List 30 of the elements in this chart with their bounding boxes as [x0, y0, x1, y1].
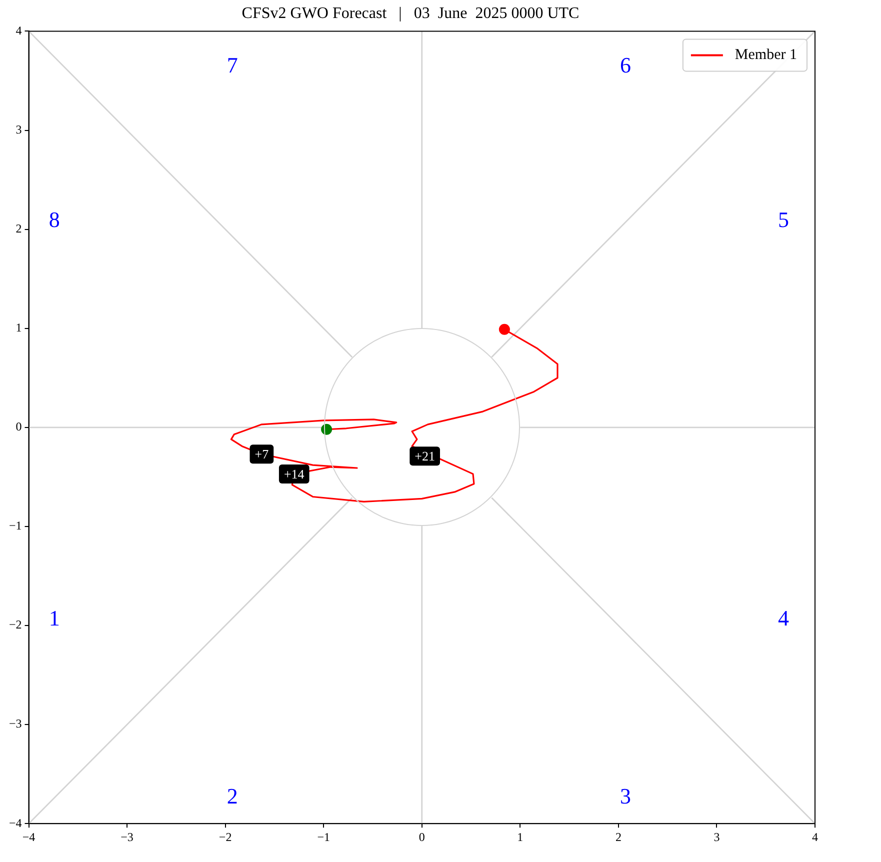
y-tick-label: 1	[16, 320, 22, 335]
annotation: 7	[226, 52, 238, 78]
x-tick-label: −2	[218, 830, 232, 844]
annotation: +21	[414, 448, 436, 464]
y-tick-label: −3	[8, 716, 22, 731]
point	[498, 324, 510, 335]
annotation: 6	[620, 52, 632, 78]
y-tick-label: 4	[16, 23, 22, 38]
y-tick-label: 3	[16, 122, 22, 136]
x-tick-label: −3	[120, 830, 134, 844]
chart-title: CFSv2 GWO Forecast | 03 June 2025 0000 UTC	[242, 4, 580, 22]
x-tick-label: 0	[418, 830, 425, 844]
annotation: 2	[226, 784, 238, 809]
annotation: +7	[254, 446, 270, 462]
y-tick-label: −2	[8, 618, 22, 632]
legend-label: Member 1	[734, 47, 798, 64]
annotation: 3	[620, 784, 632, 809]
y-tick-label: 2	[16, 221, 22, 236]
x-tick-label: 4	[812, 830, 818, 844]
x-tick-label: 2	[615, 830, 622, 844]
annotation: 5	[778, 207, 790, 232]
annotation: 8	[48, 207, 60, 232]
annotation: 4	[778, 605, 790, 630]
y-tick-label: 0	[16, 420, 22, 434]
annotation: 1	[48, 605, 60, 630]
x-tick-label: −1	[317, 830, 330, 844]
y-tick-label: −1	[8, 518, 22, 533]
x-tick-label: 3	[714, 830, 720, 844]
x-tick-label: 1	[517, 830, 524, 844]
y-tick-label: −4	[8, 816, 22, 830]
